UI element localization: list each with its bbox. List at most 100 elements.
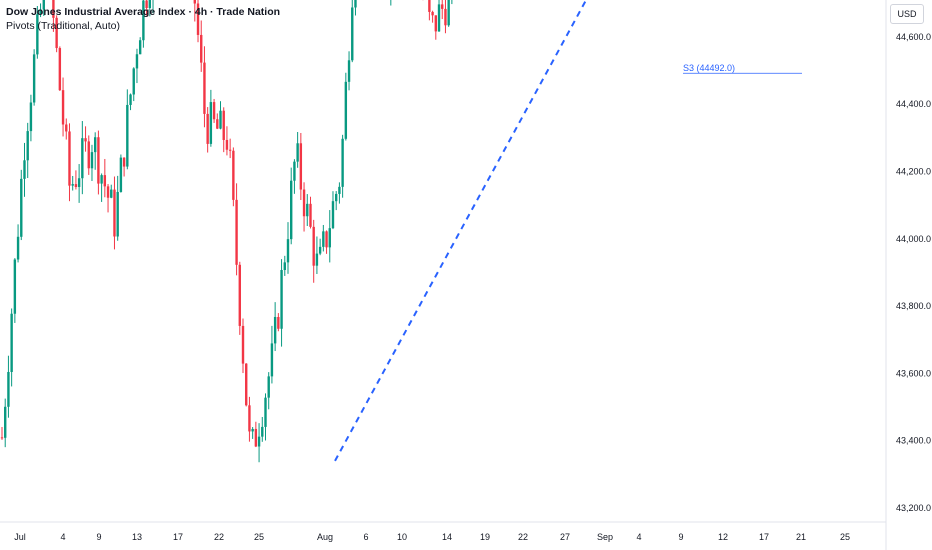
x-tick-label: Aug bbox=[317, 532, 333, 542]
candle-body bbox=[273, 316, 277, 344]
candle-body bbox=[296, 143, 299, 162]
candle-body bbox=[7, 371, 10, 407]
x-tick-label: 27 bbox=[560, 532, 570, 542]
candle-body bbox=[16, 236, 20, 260]
candle-body bbox=[299, 143, 303, 190]
x-tick-label: 10 bbox=[397, 532, 407, 542]
currency-button[interactable]: USD bbox=[890, 4, 924, 24]
x-tick-label: 19 bbox=[480, 532, 490, 542]
x-tick-label: 9 bbox=[678, 532, 683, 542]
candle-body bbox=[315, 253, 319, 266]
candle-body bbox=[100, 175, 103, 184]
candle-body bbox=[434, 15, 438, 32]
candle-body bbox=[77, 178, 81, 188]
candle-body bbox=[447, 0, 450, 26]
candle-body bbox=[52, 0, 55, 18]
candle-body bbox=[209, 102, 213, 144]
candle-body bbox=[145, 0, 148, 9]
y-tick-label: 44,600.0 bbox=[896, 32, 931, 42]
x-tick-label: 12 bbox=[718, 532, 728, 542]
candle-body bbox=[103, 175, 107, 187]
candle-body bbox=[338, 186, 341, 194]
candle-body bbox=[254, 428, 258, 447]
candle-body bbox=[23, 160, 26, 179]
candle-body bbox=[328, 228, 331, 248]
candle-body bbox=[200, 34, 203, 63]
y-tick-label: 44,200.0 bbox=[896, 167, 931, 177]
candle-body bbox=[293, 161, 296, 181]
candle-body bbox=[286, 239, 290, 263]
candle-body bbox=[193, 0, 197, 4]
candle-body bbox=[20, 178, 23, 237]
candle-body bbox=[203, 62, 206, 114]
candle-body bbox=[93, 137, 97, 153]
y-tick-label: 43,200.0 bbox=[896, 503, 931, 513]
y-tick-label: 44,400.0 bbox=[896, 99, 931, 109]
candle-body bbox=[235, 199, 238, 265]
candle-body bbox=[113, 189, 116, 237]
candle-body bbox=[68, 131, 71, 186]
candle-body bbox=[119, 157, 123, 192]
candle-body bbox=[228, 149, 232, 151]
candle-body bbox=[81, 138, 84, 179]
candle-body bbox=[61, 90, 65, 125]
candle-body bbox=[0, 437, 4, 439]
candle-body bbox=[55, 17, 58, 49]
candle-body bbox=[270, 343, 274, 377]
candle-body bbox=[283, 262, 286, 270]
candle-body bbox=[10, 313, 13, 372]
x-tick-label: 9 bbox=[96, 532, 101, 542]
x-tick-label: 4 bbox=[60, 532, 65, 542]
candle-body bbox=[302, 189, 306, 217]
x-tick-label: 25 bbox=[254, 532, 264, 542]
candle-body bbox=[232, 150, 235, 200]
candle-body bbox=[39, 9, 42, 15]
candle-body bbox=[126, 104, 129, 167]
candle-body bbox=[42, 0, 45, 10]
candle-body bbox=[441, 4, 444, 9]
candle-body bbox=[306, 203, 309, 217]
candle-body bbox=[138, 40, 142, 55]
candle-body bbox=[74, 184, 78, 188]
candle-body bbox=[280, 269, 283, 329]
candle-body bbox=[84, 138, 87, 142]
candle-body bbox=[334, 193, 338, 202]
candle-body bbox=[106, 186, 110, 198]
x-tick-label: 22 bbox=[214, 532, 224, 542]
candle-body bbox=[129, 94, 132, 105]
indicator-label[interactable]: Pivots (Traditional, Auto) bbox=[6, 20, 120, 32]
candle-body bbox=[277, 316, 280, 329]
candle-body bbox=[4, 406, 7, 438]
candle-body bbox=[97, 137, 100, 184]
candle-body bbox=[122, 157, 126, 167]
y-tick-label: 43,800.0 bbox=[896, 301, 931, 311]
candle-body bbox=[312, 226, 315, 266]
candle-body bbox=[36, 14, 39, 55]
candle-body bbox=[58, 48, 62, 91]
candle-body bbox=[261, 426, 264, 437]
candle-body bbox=[90, 152, 94, 169]
candle-body bbox=[135, 54, 139, 69]
candle-body bbox=[347, 60, 351, 82]
pivot-label: S3 (44492.0) bbox=[683, 63, 735, 73]
x-tick-label: 22 bbox=[518, 532, 528, 542]
candle-body bbox=[32, 54, 36, 103]
candle-body bbox=[132, 68, 135, 95]
candle-body bbox=[142, 0, 145, 41]
y-tick-label: 43,600.0 bbox=[896, 368, 931, 378]
x-tick-label: 25 bbox=[840, 532, 850, 542]
candle-body bbox=[225, 139, 229, 150]
candle-body bbox=[257, 436, 261, 447]
x-tick-label: 21 bbox=[796, 532, 806, 542]
candle-body bbox=[351, 7, 354, 61]
candle-body bbox=[65, 124, 68, 132]
candle-body bbox=[248, 405, 251, 432]
candle-body bbox=[325, 231, 328, 248]
candle-body bbox=[341, 138, 344, 187]
candle-body bbox=[212, 102, 216, 120]
candle-body bbox=[26, 131, 29, 161]
candle-body bbox=[264, 397, 267, 427]
y-tick-label: 44,000.0 bbox=[896, 234, 931, 244]
